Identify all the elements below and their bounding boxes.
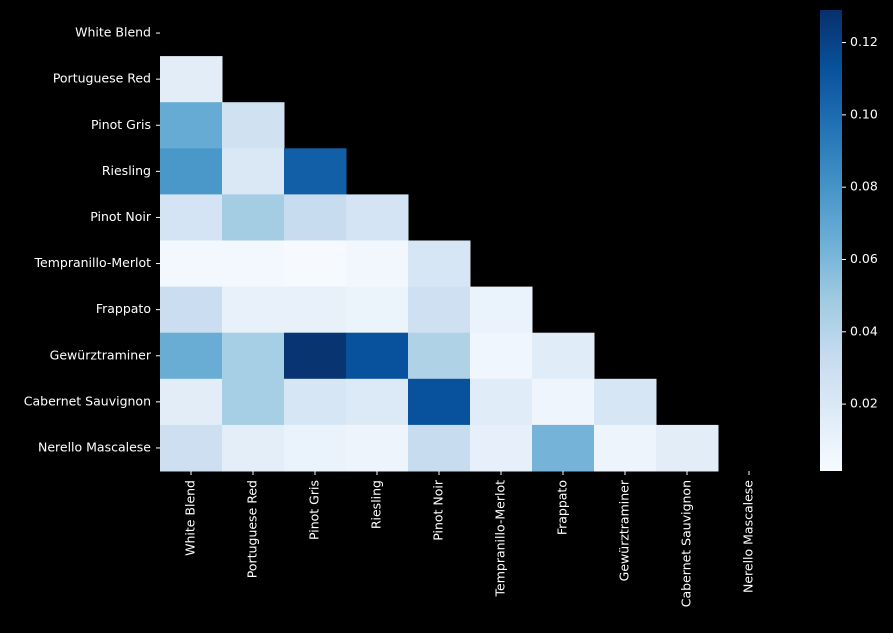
y-tick-label: Riesling bbox=[102, 163, 151, 178]
y-tick-label: Nerello Mascalese bbox=[38, 439, 151, 454]
y-tick-label: Pinot Gris bbox=[91, 117, 151, 132]
x-tick-label: Riesling bbox=[369, 480, 384, 529]
heatmap-cell bbox=[160, 194, 223, 241]
heatmap-cell bbox=[160, 332, 223, 380]
heatmap-cell bbox=[346, 378, 409, 426]
y-tick-label: Tempranillo-Merlot bbox=[34, 255, 152, 270]
colorbar-tick-label: 0.02 bbox=[850, 396, 878, 411]
heatmap-cell bbox=[284, 148, 347, 195]
heatmap-cell bbox=[346, 332, 409, 380]
heatmap-cell bbox=[470, 332, 533, 380]
x-tick-label: Frappato bbox=[555, 480, 570, 535]
heatmap-cell bbox=[160, 378, 223, 426]
heatmap-cell bbox=[656, 424, 719, 472]
heatmap-cell bbox=[284, 332, 347, 380]
heatmap-cell bbox=[284, 240, 347, 288]
colorbar: 0.02 0.04 0.06 0.08 0.10 0.12 bbox=[820, 10, 878, 471]
x-tick-label: Cabernet Sauvignon bbox=[679, 480, 694, 607]
heatmap-cell bbox=[222, 424, 285, 472]
heatmap-cell bbox=[222, 148, 285, 195]
x-tick-label: Tempranillo-Merlot bbox=[493, 480, 508, 598]
heatmap-cell bbox=[160, 424, 223, 472]
heatmap-cell bbox=[346, 424, 409, 472]
y-tick-label: Frappato bbox=[96, 301, 151, 316]
heatmap-cell bbox=[346, 286, 409, 334]
y-tick-label: White Blend bbox=[75, 25, 151, 40]
colorbar-tick-label: 0.04 bbox=[850, 323, 878, 338]
heatmap-cell bbox=[160, 286, 223, 334]
heatmap-cell bbox=[160, 240, 223, 288]
colorbar-ticks: 0.02 0.04 0.06 0.08 0.10 0.12 bbox=[842, 34, 878, 411]
x-tick-label: Pinot Noir bbox=[431, 479, 446, 541]
x-tick-label: White Blend bbox=[183, 480, 198, 556]
heatmap-cell bbox=[532, 332, 595, 380]
heatmap-cell bbox=[470, 286, 533, 334]
heatmap-cell bbox=[408, 332, 471, 380]
heatmap-cell bbox=[594, 378, 657, 426]
heatmap-cell bbox=[160, 56, 223, 103]
colorbar-gradient bbox=[820, 10, 842, 471]
heatmap-cell bbox=[408, 286, 471, 334]
heatmap-cell bbox=[532, 378, 595, 426]
heatmap-cell bbox=[160, 148, 223, 195]
heatmap-cell bbox=[160, 102, 223, 149]
heatmap-cell bbox=[408, 378, 471, 426]
heatmap-cell bbox=[222, 102, 285, 149]
heatmap-cell bbox=[594, 424, 657, 472]
y-tick-label: Portuguese Red bbox=[53, 71, 151, 86]
heatmap-cell bbox=[532, 424, 595, 472]
x-tick-label: Portuguese Red bbox=[245, 480, 260, 578]
heatmap-cell bbox=[346, 240, 409, 288]
x-axis-tick-labels: White Blend Portuguese Red Pinot Gris Riesl… bbox=[183, 471, 756, 607]
y-axis-tick-labels: White Blend Portuguese Red Pinot Gris Riesl… bbox=[24, 25, 160, 454]
y-tick-label: Cabernet Sauvignon bbox=[24, 393, 151, 408]
heatmap-cell bbox=[408, 424, 471, 472]
colorbar-tick-label: 0.10 bbox=[850, 106, 878, 121]
y-tick-label: Gewürztraminer bbox=[50, 347, 152, 362]
colorbar-tick-label: 0.06 bbox=[850, 251, 878, 266]
colorbar-tick-label: 0.08 bbox=[850, 179, 878, 194]
heatmap-cell bbox=[222, 332, 285, 380]
heatmap-cell bbox=[222, 286, 285, 334]
x-tick-label: Gewürztraminer bbox=[617, 479, 632, 581]
heatmap-cell bbox=[408, 240, 471, 288]
heatmap-cell bbox=[284, 286, 347, 334]
heatmap-cell bbox=[284, 424, 347, 472]
heatmap-cell bbox=[470, 378, 533, 426]
heatmap-cell bbox=[284, 194, 347, 241]
heatmap-cell bbox=[222, 240, 285, 288]
heatmap-cell bbox=[470, 424, 533, 472]
heatmap-cell bbox=[346, 194, 409, 241]
x-tick-label: Pinot Gris bbox=[307, 480, 322, 540]
colorbar-tick-label: 0.12 bbox=[850, 34, 878, 49]
x-tick-label: Nerello Mascalese bbox=[741, 480, 756, 593]
heatmap-cells bbox=[160, 56, 719, 472]
heatmap-cell bbox=[284, 378, 347, 426]
heatmap-cell bbox=[222, 378, 285, 426]
heatmap-cell bbox=[222, 194, 285, 241]
y-tick-label: Pinot Noir bbox=[90, 209, 152, 224]
